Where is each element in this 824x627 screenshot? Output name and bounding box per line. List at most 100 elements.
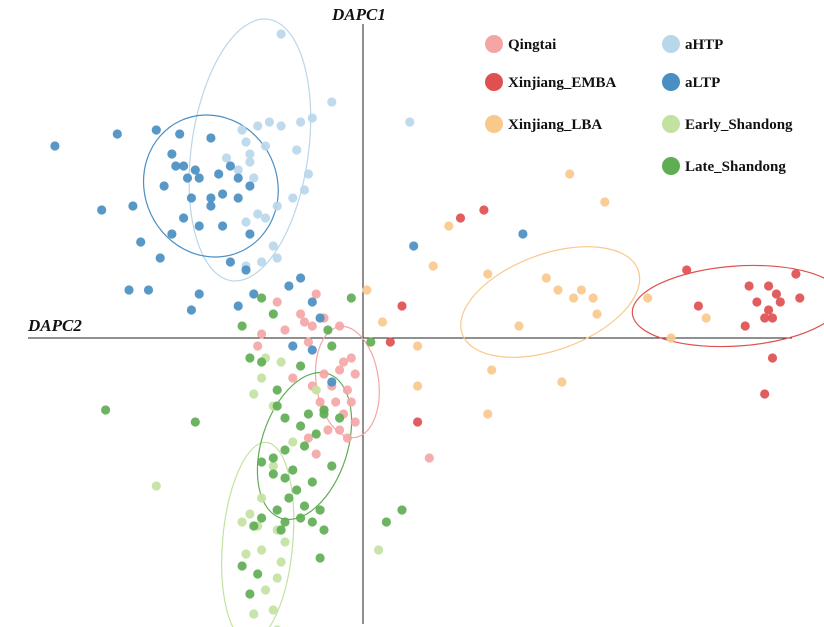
qingtai-point [335,365,345,375]
altp-point [288,341,298,351]
xinjiang-emba-point [791,269,801,279]
altp-point [179,161,189,171]
legend-item-late-shandong: Late_Shandong [662,157,786,175]
altp-point [245,181,255,191]
ahtp-point [272,253,282,263]
qingtai-point [303,337,313,347]
xinjiang-lba-point [413,341,423,351]
altp-point [190,165,200,175]
late-shandong-point [315,553,325,563]
altp-point [284,281,294,291]
late-shandong-point [190,417,200,427]
xinjiang-lba-point [541,273,551,283]
late-shandong-point [307,477,317,487]
altp-point [167,149,177,159]
qingtai-point [331,397,341,407]
altp-point [206,133,216,143]
altp-point [206,193,216,203]
ahtp-point [296,117,306,127]
late-shandong-point [245,353,255,363]
xinjiang-lba-point [553,285,563,295]
late-shandong-point [319,409,329,419]
legend-marker [485,73,503,91]
altp-point [159,181,169,191]
ahtp-point [260,213,271,223]
xinjiang-emba-point [760,313,770,323]
altp-point [315,313,325,323]
qingtai-point [288,373,298,383]
late-shandong-point [307,517,317,527]
early-shandong-point [311,385,321,395]
late-shandong-point [323,325,333,335]
legend-marker [662,73,680,91]
legend-item-early-shandong: Early_Shandong [662,115,793,133]
axes: DAPC2 DAPC1 [27,5,792,624]
late-shandong-point [296,513,306,523]
late-shandong-point [257,513,267,523]
late-shandong-point [299,441,310,451]
xinjiang-emba-point [767,313,778,323]
late-shandong-point [272,401,282,411]
early-shandong-point [268,605,278,615]
altp-point [233,193,243,203]
cluster-ellipses [142,18,824,627]
altp-point [136,237,146,247]
ahtp-point [299,185,310,195]
xinjiang-lba-point [588,293,598,303]
ahtp-point [303,169,313,179]
qingtai-point [311,289,321,299]
ahtp-point [237,125,247,135]
xinjiang-lba-point [362,285,372,295]
xinjiang-lba-point [576,285,587,295]
qingtai-point [338,357,349,367]
late-shandong-point [366,337,376,347]
ahtp-point [253,121,263,131]
xinjiang-emba-point [760,389,770,399]
altp-point [186,305,196,315]
late-shandong-point [253,569,263,579]
xinjiang-lba-point [565,169,575,179]
late-shandong-point [327,341,337,351]
early-shandong-point [276,357,286,367]
late-shandong-point [272,385,282,395]
altp-point [409,241,419,251]
ahtp-point [249,173,259,183]
legend-label: Qingtai [508,37,556,53]
qingtai-point [346,397,356,407]
legend-label: Early_Shandong [685,117,793,133]
xinjiang-emba-point [771,289,782,299]
late-shandong-point [315,505,325,515]
altp-point [175,129,185,139]
qingtai-point [296,309,306,319]
late-shandong-point [237,321,247,331]
early-shandong-point [276,557,286,567]
late-shandong-point [101,405,111,415]
qingtai-point [299,317,310,327]
late-shandong-point [249,521,259,531]
qingtai-point [315,397,325,407]
altp-point [124,285,134,295]
legend-marker [662,115,680,133]
ahtp-point [245,157,255,167]
late-shandong-point [346,293,356,303]
altp-point [112,129,122,139]
legend-marker [485,115,503,133]
early-shandong-point [374,545,384,555]
altp-point [225,161,235,171]
late-shandong-point [257,457,267,467]
altp-point [225,257,235,267]
altp-point [245,229,255,239]
legend-marker [662,157,680,175]
altp-point [167,229,177,239]
xinjiang-emba-point [455,213,466,223]
xinjiang-emba-ellipse [631,264,824,348]
late-shandong-point [257,357,267,367]
xinjiang-emba-point [397,301,407,311]
legend-item-xinjiang-lba: Xinjiang_LBA [485,115,602,133]
ahtp-point [241,137,251,147]
late-shandong-point [237,561,247,571]
ahtp-point [264,117,274,127]
y-axis-label: DAPC1 [331,5,386,24]
altp-point [249,289,259,299]
legend-item-xinjiang-emba: Xinjiang_EMBA [485,73,617,91]
